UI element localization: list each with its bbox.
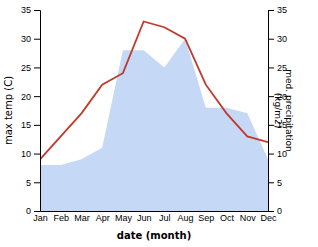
tick-mark [268,67,274,68]
axis-line [269,11,275,212]
axis-line [41,211,269,212]
tick-label: Aug [178,213,194,223]
y2-axis-title: med. precipitation(kg/m2) [273,69,293,151]
tick: 5 [268,178,282,188]
tick-label: 0 [26,206,31,216]
tick-mark [268,125,274,126]
tick-label: 15 [21,120,31,130]
tick: 0 [268,206,282,216]
tick-label: Jul [159,213,171,223]
tick-label: Apr [96,213,110,223]
axis-line [34,11,41,212]
tick: May [115,213,133,223]
tick-mark [268,211,274,212]
tick-mark [34,67,40,68]
tick-label: 5 [277,178,282,188]
tick: 35 [268,5,287,15]
tick: 30 [21,34,40,44]
tick: Jul [159,213,171,223]
tick: 35 [21,5,40,15]
tick: Mar [74,213,90,223]
tick: 25 [21,63,40,73]
tick-label: Feb [53,213,69,223]
y-axis: 0 5 10 15 20 25 30 35 [21,5,41,216]
y2-axis: 05101520253035 [268,5,287,216]
tick-mark [268,182,274,183]
tick: Feb [53,213,69,223]
tick-mark [34,10,40,11]
tick-label: 20 [21,92,31,102]
tick-label: 35 [277,5,287,15]
marks [40,21,268,211]
tick: Jan [33,213,48,223]
tick-mark [268,154,274,155]
tick-mark [268,10,274,11]
tick-label: 35 [21,5,31,15]
tick: Apr [96,213,110,223]
tick-mark [34,96,40,97]
tick: 5 [26,178,40,188]
tick: Dec [260,213,277,223]
y2-axis-title-line: (kg/m2) [273,93,283,128]
tick-label: 30 [277,34,287,44]
tick-label: Nov [240,213,257,223]
tick-label: Jan [33,213,48,223]
tick-mark [34,182,40,183]
tick-label: 25 [21,63,31,73]
tick: 20 [21,92,40,102]
tick-mark [34,39,40,40]
tick-mark [34,211,40,212]
tick-label: 30 [21,34,31,44]
y-axis-title: max temp (C) [3,76,14,145]
tick: Aug [178,213,194,223]
tick: 10 [21,149,40,159]
y2-axis-title-line: med. precipitation [284,69,294,151]
tick-label: Sep [198,213,214,223]
tick: Jun [137,213,152,223]
tick-label: 0 [277,206,282,216]
tick-label: Oct [220,213,235,223]
chart: JanFebMarAprMayJunJulAugSepOctNovDec0510… [0,0,318,247]
tick-label: Jun [137,213,152,223]
tick: 15 [21,120,40,130]
x-axis-title: date (month) [117,230,191,241]
tick-label: Mar [74,213,90,223]
tick: Nov [240,213,257,223]
tick: Sep [198,213,214,223]
tick: Oct [220,213,235,223]
tick-mark [268,39,274,40]
tick-label: 5 [26,178,31,188]
plot: JanFebMarAprMayJunJulAugSepOctNovDec0510… [3,5,294,241]
tick: 30 [268,34,287,44]
tick-label: May [115,213,133,223]
x-axis: Jan Feb Mar Apr May Jun Jul Aug Sep Oct NovDec [33,212,277,224]
area [40,39,268,211]
tick-label: Dec [260,213,277,223]
tick-mark [34,154,40,155]
tick-mark [34,125,40,126]
line [40,21,268,159]
tick: 0 [26,206,40,216]
tick-label: 10 [21,149,31,159]
tick-mark [268,96,274,97]
